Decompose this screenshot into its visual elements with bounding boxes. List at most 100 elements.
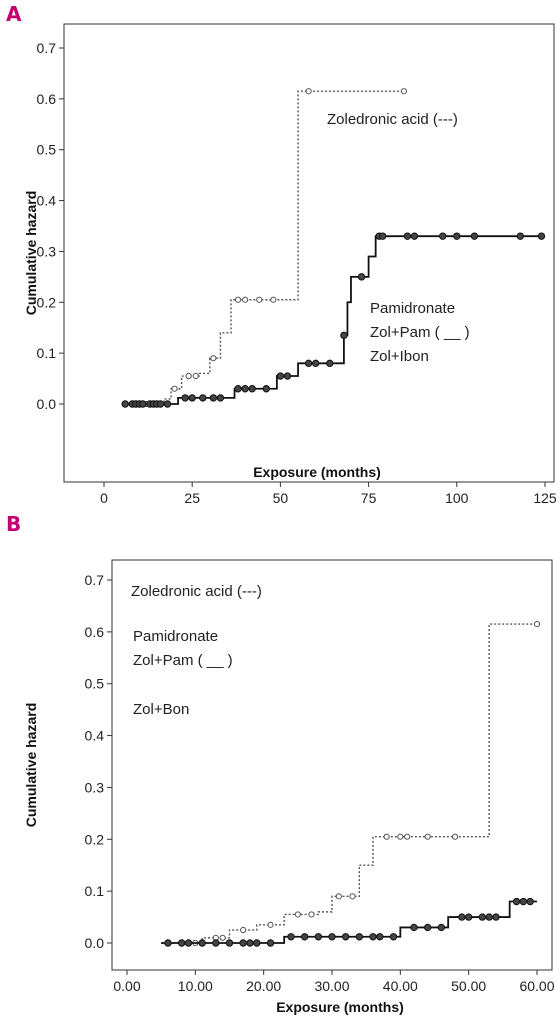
panel-b-combined-censor-mark [423, 923, 432, 932]
panel-a-x-tick-label: 125 [533, 490, 557, 506]
panel-a-combined-censor-mark [283, 372, 292, 380]
panel-a-x-tick-label: 50 [273, 490, 289, 506]
panel-a-combined-censor-mark [248, 385, 256, 393]
panel-a-combined-censor-mark [516, 232, 525, 240]
panel-b-y-tick-label: 0.2 [85, 831, 105, 847]
panel-b-combined-censor-mark [239, 939, 247, 947]
panel-b-combined-censor-mark [253, 939, 261, 947]
panel-b-x-tick-label: 60.00 [519, 978, 554, 994]
panel-b-letter: B [6, 512, 22, 536]
panel-a-combined-censor-mark [209, 394, 218, 402]
panel-b-zoledronic-censor-mark [219, 934, 226, 941]
panel-b-x-tick-label: 40.00 [383, 978, 418, 994]
panel-a-zoledronic-censor-mark [171, 385, 178, 392]
panel-a-combined-censor-mark [241, 385, 249, 393]
panel-a-combined-censor-mark [340, 331, 348, 340]
panel-b-combined-censor-mark [328, 933, 336, 941]
panel-b-combined-censor-mark [485, 913, 493, 921]
panel-b-y-tick-label: 0.7 [85, 572, 105, 588]
panel-a-zoledronic-censor-mark [256, 296, 263, 303]
panel-b-zoledronic-censor-mark [294, 911, 301, 918]
panel-b-combined-censor-mark [212, 939, 220, 947]
panel-b-combined-censor-mark [458, 913, 466, 921]
panel-b-y-tick-label: 0.3 [85, 779, 105, 795]
panel-a-combined-censor-mark [262, 385, 270, 393]
panel-a-combined-censor-mark [304, 359, 313, 368]
panel-a-x-tick-label: 75 [361, 490, 377, 506]
panel-b-x-tick-label: 50.00 [451, 978, 486, 994]
panel-a-plot-frame [63, 23, 555, 483]
panel-b-combined-censor-mark [389, 933, 398, 941]
panel-a-combined-censor-mark [156, 400, 165, 408]
panel-a-combined-censor-mark [410, 232, 419, 240]
panel-b-x-axis-label: Exposure (months) [276, 999, 404, 1015]
panel-a-zoledronic-censor-mark [185, 372, 192, 380]
panel-a-combined-censor-mark [357, 273, 366, 281]
panel-a-combined-censor-mark [163, 400, 172, 408]
panel-a-combined-censor-mark [199, 394, 207, 402]
panel-b-combined-censor-mark [369, 933, 377, 941]
panel-b-x-tick-label: 10.00 [178, 978, 213, 994]
panel-a-zoledronic-censor-mark [305, 88, 312, 95]
panel-b-annotation: Zoledronic acid (---) [131, 583, 262, 600]
panel-a-letter: A [6, 2, 22, 26]
panel-b-zoledronic-censor-mark [397, 833, 404, 840]
panel-a-combined-censor-mark [326, 359, 334, 368]
panel-a-y-tick-label: 0.1 [37, 345, 57, 361]
panel-a-zoledronic-censor-mark [234, 296, 242, 303]
panel-a-y-tick-label: 0.2 [37, 294, 57, 310]
panel-a-zoledronic-censor-mark [400, 88, 407, 95]
panel-b-zoledronic-censor-mark [308, 911, 315, 918]
panel-b-combined-censor-mark [492, 913, 500, 921]
panel-b-zoledronic-step-line [161, 623, 537, 944]
panel-a-combined-censor-mark [181, 394, 189, 402]
panel-a-zoledronic-censor-mark [270, 296, 277, 303]
panel-b-combined-censor-mark [341, 933, 350, 941]
panel-a-annotation: Zoledronic acid (---) [327, 111, 458, 128]
panel-b-combined-censor-mark [266, 939, 275, 947]
panel-b-y-tick-label: 0.1 [85, 883, 105, 899]
panel-b-combined-censor-mark [478, 913, 487, 921]
panel-b-combined-censor-mark [164, 939, 172, 947]
panel-a-y-tick-label: 0.0 [37, 396, 57, 412]
panel-a-x-axis-label: Exposure (months) [253, 464, 381, 480]
panel-b-zoledronic-censor-mark [451, 833, 459, 840]
panel-b-y-tick-label: 0.4 [85, 728, 105, 744]
panel-a-y-tick-label: 0.4 [37, 193, 57, 209]
panel-b-combined-censor-mark [246, 939, 254, 947]
panel-b-zoledronic-censor-mark [267, 921, 274, 928]
panel-b-combined-censor-mark [314, 933, 323, 941]
panel-a-combined-censor-mark [216, 394, 225, 402]
panel-b-y-tick-label: 0.6 [85, 624, 105, 640]
panel-a-zoledronic-step-line [121, 90, 408, 405]
panel-a-annotation: Zol+Ibon [370, 348, 429, 365]
panel-b-zoledronic-censor-mark [533, 620, 541, 628]
panel-b-y-axis-label: Cumulative hazard [23, 703, 39, 827]
panel-a-zoledronic-censor-mark [210, 355, 217, 362]
panel-a-combined-censor-mark [276, 372, 285, 380]
panel-b-combined-censor-mark [526, 897, 534, 906]
panel-b-combined-censor-mark [177, 939, 186, 947]
panel-a-combined-censor-mark [379, 232, 387, 240]
panel-a-annotation: Pamidronate [370, 300, 455, 317]
panel-b-annotation: Zol+Bon [133, 701, 189, 718]
panel-b-zoledronic-censor-mark [383, 833, 390, 840]
panel-a-annotation: Zol+Pam ( __ ) [370, 324, 470, 341]
panel-b-zoledronic-censor-mark [404, 833, 411, 840]
panel-b-combined-censor-mark [410, 923, 418, 932]
panel-b-combined-censor-mark [355, 933, 364, 941]
panel-b-combined-censor-mark [287, 933, 295, 941]
panel-b-combined-censor-mark [519, 897, 528, 906]
panel-a-combined-censor-mark [121, 400, 129, 408]
panel-b-x-tick-label: 0.00 [113, 978, 140, 994]
panel-a-x-tick-label: 0 [100, 490, 108, 506]
panel-a-combined-censor-mark [188, 394, 196, 402]
panel-b-x-tick-label: 20.00 [246, 978, 281, 994]
panel-b-zoledronic-censor-mark [335, 893, 342, 900]
panel-a-combined-step-line [121, 235, 545, 405]
panel-b-combined-censor-mark [198, 939, 206, 947]
panel-b-zoledronic-censor-mark [240, 926, 247, 934]
panel-a-combined-censor-mark [537, 232, 546, 240]
panel-a-combined-censor-mark [470, 232, 479, 240]
